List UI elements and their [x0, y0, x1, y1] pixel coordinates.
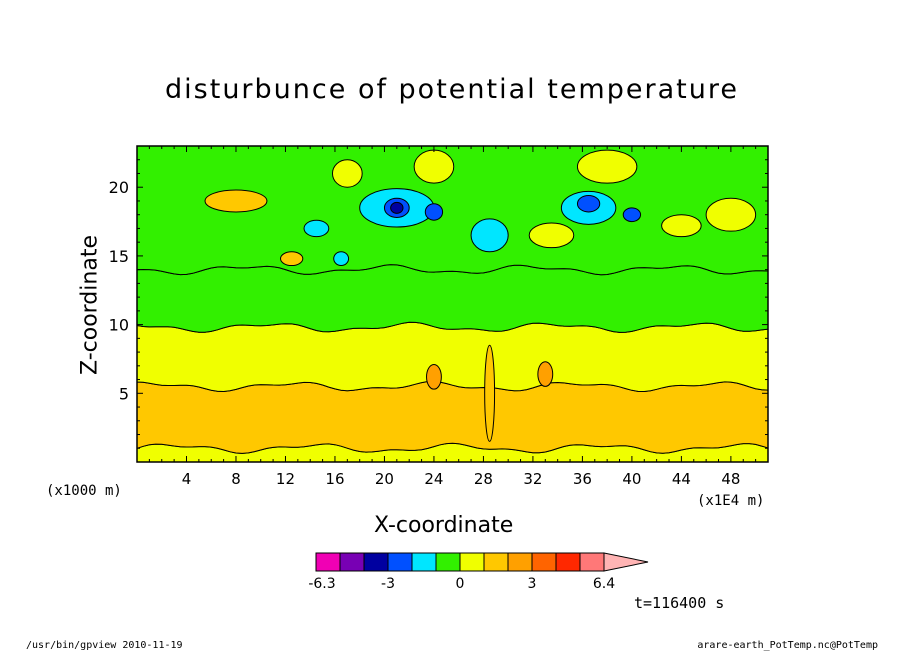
x-tick-label: 36 — [573, 470, 592, 488]
x-tick-label: 8 — [231, 470, 241, 488]
x-tick-label: 48 — [721, 470, 740, 488]
colorbar-label: 3 — [528, 576, 537, 592]
colorbar-cell — [483, 552, 509, 572]
contour-blob-4 — [424, 203, 444, 221]
contour-blob-14 — [528, 222, 575, 249]
colorbar-cell — [579, 552, 605, 572]
colorbar-cell — [435, 552, 461, 572]
contour-blob-15 — [576, 149, 638, 184]
colorbar-cell — [387, 552, 413, 572]
colorbar-cell — [555, 552, 581, 572]
contour-blob-3 — [390, 201, 404, 214]
contour-blob-16 — [413, 149, 455, 184]
contour-blob-5 — [470, 218, 509, 253]
colorbar-label: -6.3 — [308, 576, 335, 592]
contour-blob-0 — [204, 189, 268, 213]
plot-frame — [136, 145, 769, 463]
x-tick-label: 4 — [182, 470, 192, 488]
x-tick-label: 20 — [375, 470, 394, 488]
colorbar-label: -3 — [381, 576, 395, 592]
contour-blob-9 — [303, 219, 330, 238]
colorbar-cell — [507, 552, 533, 572]
contour-band-2 — [136, 321, 769, 393]
contour-blob-11 — [280, 251, 304, 267]
y-tick-label: 15 — [109, 247, 129, 266]
y-tick-label: 10 — [109, 316, 129, 335]
colorbar-cell — [411, 552, 437, 572]
x-tick-label: 24 — [424, 470, 443, 488]
x-axis-unit: (x1E4 m) — [697, 493, 765, 509]
colorbar-arrow — [603, 552, 649, 572]
footer-left: /usr/bin/gpview 2010-11-19 — [26, 640, 183, 651]
contour-blob-8 — [622, 207, 642, 223]
colorbar-label: 0 — [456, 576, 465, 592]
colorbar-cell — [315, 552, 341, 572]
chart-title: disturbunce of potential temperature — [165, 74, 739, 105]
x-tick-label: 12 — [276, 470, 295, 488]
x-tick-label: 16 — [325, 470, 344, 488]
footer-right: arare-earth_PotTemp.nc@PotTemp — [697, 640, 878, 651]
contour-band-1 — [136, 380, 769, 454]
colorbar-cell — [531, 552, 557, 572]
time-label: t=116400 s — [634, 594, 725, 612]
x-tick-label: 40 — [622, 470, 641, 488]
colorbar-label: 6.4 — [593, 576, 615, 592]
contour-blob-18 — [426, 363, 442, 390]
y-axis-label: Z-coordinate — [77, 235, 103, 375]
x-tick-label: 44 — [672, 470, 691, 488]
contour-blob-10 — [333, 251, 350, 267]
colorbar-cell — [339, 552, 365, 572]
contour-blob-13 — [705, 197, 757, 232]
y-axis-unit: (x1000 m) — [46, 483, 122, 499]
x-tick-label: 32 — [523, 470, 542, 488]
contour-blob-12 — [661, 214, 702, 238]
contour-blob-17 — [331, 159, 363, 188]
x-tick-label: 28 — [474, 470, 493, 488]
x-axis-label: X-coordinate — [374, 513, 514, 538]
y-tick-label: 5 — [119, 384, 129, 403]
contour-band-3 — [136, 264, 769, 333]
y-tick-label: 20 — [109, 178, 129, 197]
contour-blob-7 — [576, 194, 601, 213]
colorbar-cell — [459, 552, 485, 572]
contour-blob-19 — [537, 361, 554, 387]
colorbar-cell — [363, 552, 389, 572]
contour-blob-20 — [484, 344, 496, 442]
